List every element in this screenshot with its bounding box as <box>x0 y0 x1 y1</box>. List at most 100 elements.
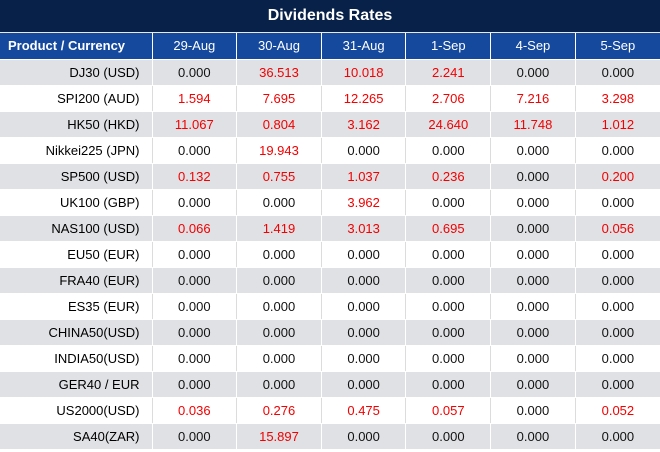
dividend-value-cell: 0.695 <box>405 215 492 242</box>
date-column-header: 31-Aug <box>321 33 407 60</box>
product-cell: NAS100 (USD) <box>0 215 153 242</box>
dividend-value-cell: 0.000 <box>575 423 660 450</box>
dividend-value-cell: 0.000 <box>575 319 660 346</box>
date-column-header: 5-Sep <box>575 33 660 60</box>
dividend-value-cell: 0.000 <box>405 137 492 164</box>
header-row: Product / Currency 29-Aug 30-Aug 31-Aug 1-Se… <box>0 33 660 60</box>
dividend-value-cell: 0.000 <box>321 137 407 164</box>
dividend-value-cell: 0.056 <box>575 215 660 242</box>
table-row: SP500 (USD) 0.132 0.755 1.037 0.236 0.000 0.20… <box>0 163 660 190</box>
product-currency-header: Product / Currency <box>0 33 153 60</box>
dividend-value-cell: 0.000 <box>490 371 576 398</box>
product-cell: CHINA50(USD) <box>0 319 153 346</box>
dividend-value-cell: 0.000 <box>405 345 492 372</box>
table-row: US2000(USD) 0.036 0.276 0.475 0.057 0.000 0.05… <box>0 397 660 424</box>
dividend-value-cell: 0.000 <box>575 59 660 86</box>
table-row: Nikkei225 (JPN) 0.000 19.943 0.000 0.000 0.00… <box>0 137 660 164</box>
date-column-header: 30-Aug <box>236 33 322 60</box>
dividend-value-cell: 0.000 <box>575 189 660 216</box>
dividend-value-cell: 0.000 <box>490 137 576 164</box>
product-cell: SPI200 (AUD) <box>0 85 153 112</box>
page-title: Dividends Rates <box>0 0 660 33</box>
table-row: NAS100 (USD) 0.066 1.419 3.013 0.695 0.000 0.0… <box>0 215 660 242</box>
dividend-value-cell: 1.419 <box>236 215 322 242</box>
dividend-value-cell: 0.000 <box>321 319 407 346</box>
dividend-value-cell: 7.695 <box>236 85 322 112</box>
page-title-text: Dividends Rates <box>267 7 393 24</box>
dividend-value-cell: 0.000 <box>575 293 660 320</box>
dividend-value-cell: 0.000 <box>405 319 492 346</box>
dividend-value-cell: 0.000 <box>321 371 407 398</box>
dividend-value-cell: 0.000 <box>236 319 322 346</box>
dividend-value-cell: 0.804 <box>236 111 322 138</box>
product-cell: FRA40 (EUR) <box>0 267 153 294</box>
product-cell: ES35 (EUR) <box>0 293 153 320</box>
dividend-value-cell: 0.066 <box>152 215 238 242</box>
dividend-value-cell: 0.200 <box>575 163 660 190</box>
date-column-header: 4-Sep <box>490 33 576 60</box>
dividend-value-cell: 0.000 <box>321 267 407 294</box>
table-row: SPI200 (AUD) 1.594 7.695 12.265 2.706 7.216 3.… <box>0 85 660 112</box>
dividend-value-cell: 0.000 <box>152 293 238 320</box>
dividend-value-cell: 0.000 <box>405 267 492 294</box>
dividend-value-cell: 11.067 <box>152 111 238 138</box>
product-cell: SA40(ZAR) <box>0 423 153 450</box>
dividend-value-cell: 0.000 <box>490 241 576 268</box>
table-row: INDIA50(USD) 0.000 0.000 0.000 0.000 0.000 0.0… <box>0 345 660 372</box>
dividend-value-cell: 0.000 <box>490 319 576 346</box>
dividend-value-cell: 0.000 <box>405 423 492 450</box>
dividend-value-cell: 3.013 <box>321 215 407 242</box>
dividend-value-cell: 0.000 <box>152 241 238 268</box>
product-cell: HK50 (HKD) <box>0 111 153 138</box>
dividend-value-cell: 0.000 <box>321 345 407 372</box>
dividend-value-cell: 24.640 <box>405 111 492 138</box>
dividend-value-cell: 0.000 <box>321 241 407 268</box>
dividend-value-cell: 0.057 <box>405 397 492 424</box>
dividend-value-cell: 10.018 <box>321 59 407 86</box>
product-cell: SP500 (USD) <box>0 163 153 190</box>
dividend-value-cell: 0.000 <box>575 267 660 294</box>
dividend-value-cell: 15.897 <box>236 423 322 450</box>
dividend-value-cell: 2.706 <box>405 85 492 112</box>
dividend-value-cell: 0.000 <box>490 189 576 216</box>
dividend-value-cell: 1.037 <box>321 163 407 190</box>
dividend-value-cell: 1.012 <box>575 111 660 138</box>
dividend-value-cell: 0.036 <box>152 397 238 424</box>
dividend-value-cell: 0.000 <box>490 59 576 86</box>
dividend-value-cell: 3.162 <box>321 111 407 138</box>
date-column-header: 29-Aug <box>152 33 238 60</box>
dividend-value-cell: 0.000 <box>575 137 660 164</box>
dividend-value-cell: 0.276 <box>236 397 322 424</box>
dividend-value-cell: 0.000 <box>152 423 238 450</box>
table-row: GER40 / EUR 0.000 0.000 0.000 0.000 0.000 0.00… <box>0 371 660 398</box>
product-cell: EU50 (EUR) <box>0 241 153 268</box>
table-row: SA40(ZAR) 0.000 15.897 0.000 0.000 0.000 0.000 <box>0 423 660 450</box>
dividend-value-cell: 0.000 <box>236 267 322 294</box>
dividend-value-cell: 3.298 <box>575 85 660 112</box>
dividend-value-cell: 0.000 <box>405 189 492 216</box>
product-cell: Nikkei225 (JPN) <box>0 137 153 164</box>
dividend-value-cell: 0.000 <box>236 189 322 216</box>
dividends-rates-table: Product / Currency 29-Aug 30-Aug 31-Aug 1-Se… <box>0 33 660 450</box>
product-cell: US2000(USD) <box>0 397 153 424</box>
dividend-value-cell: 0.000 <box>152 319 238 346</box>
dividend-value-cell: 19.943 <box>236 137 322 164</box>
table-row: FRA40 (EUR) 0.000 0.000 0.000 0.000 0.000 0.00… <box>0 267 660 294</box>
dividend-value-cell: 36.513 <box>236 59 322 86</box>
table-row: ES35 (EUR) 0.000 0.000 0.000 0.000 0.000 0.000 <box>0 293 660 320</box>
dividend-value-cell: 0.755 <box>236 163 322 190</box>
dividend-value-cell: 0.000 <box>490 215 576 242</box>
table-row: EU50 (EUR) 0.000 0.000 0.000 0.000 0.000 0.000 <box>0 241 660 268</box>
dividend-value-cell: 0.000 <box>575 345 660 372</box>
dividend-value-cell: 0.000 <box>321 423 407 450</box>
dividend-value-cell: 11.748 <box>490 111 576 138</box>
dividend-value-cell: 0.000 <box>152 189 238 216</box>
dividend-value-cell: 1.594 <box>152 85 238 112</box>
dividend-value-cell: 0.000 <box>152 371 238 398</box>
dividend-value-cell: 3.962 <box>321 189 407 216</box>
table-row: CHINA50(USD) 0.000 0.000 0.000 0.000 0.000 0.0… <box>0 319 660 346</box>
product-cell: DJ30 (USD) <box>0 59 153 86</box>
dividend-value-cell: 0.000 <box>405 371 492 398</box>
dividend-value-cell: 0.000 <box>575 241 660 268</box>
dividend-value-cell: 0.236 <box>405 163 492 190</box>
